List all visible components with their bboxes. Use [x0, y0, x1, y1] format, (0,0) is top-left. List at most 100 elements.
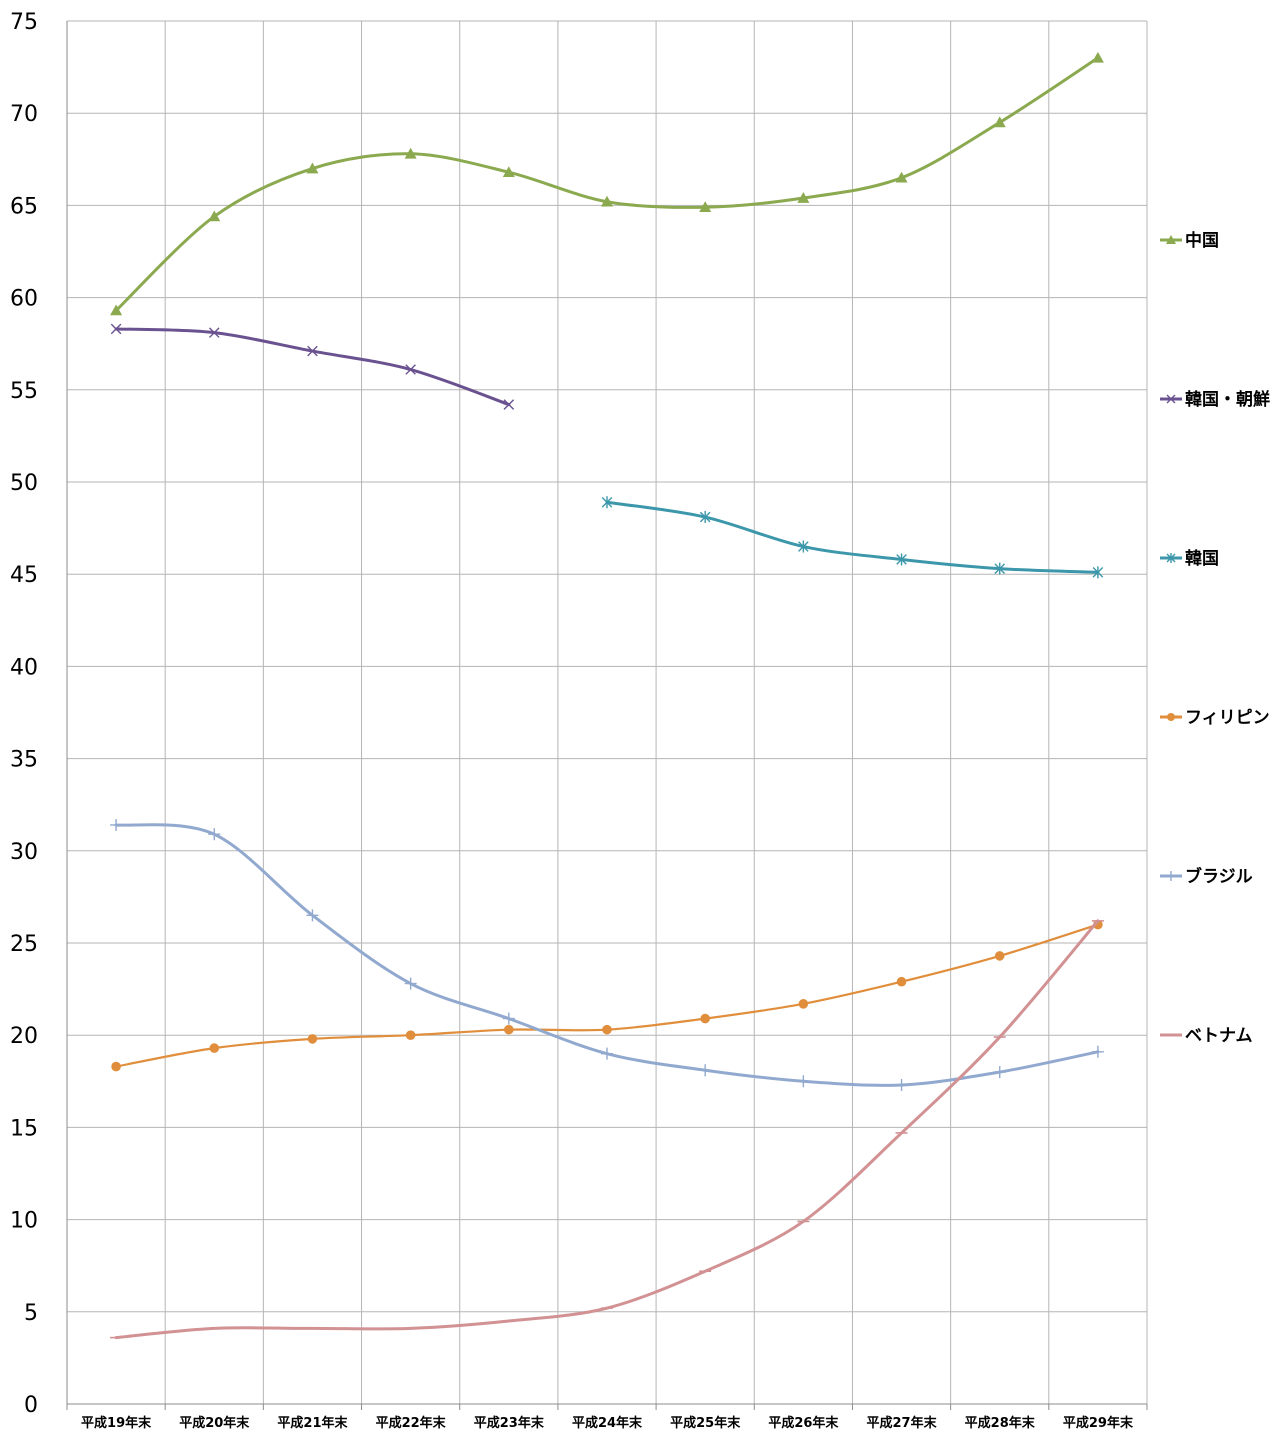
data-point [699, 201, 712, 213]
data-point [306, 162, 319, 174]
series-0 [110, 51, 1104, 316]
x-tick-label: 平成29年末 [1063, 1415, 1134, 1431]
y-tick-label: 75 [10, 10, 38, 35]
data-point [895, 1078, 908, 1091]
legend-item-4: ブラジル [1160, 866, 1253, 887]
data-point [503, 399, 515, 410]
legend-swatch-marker [1166, 871, 1176, 881]
series-line [114, 823, 1100, 1087]
y-tick-label: 0 [24, 1393, 38, 1418]
legend-swatch-marker [1167, 713, 1175, 721]
data-point [110, 818, 123, 831]
legend-item-1: 韓国・朝鮮 [1160, 389, 1270, 410]
y-tick-label: 10 [10, 1209, 38, 1234]
series-line [114, 923, 1100, 1068]
data-point [1091, 1045, 1104, 1058]
x-tick-label: 平成21年末 [277, 1415, 348, 1431]
legend-swatch-marker [1166, 394, 1176, 404]
data-point [307, 1034, 318, 1044]
y-tick-label: 25 [10, 932, 38, 957]
x-tick-label: 平成19年末 [81, 1415, 152, 1431]
data-point [798, 540, 809, 553]
x-tick-label: 平成23年末 [474, 1415, 545, 1431]
data-point [797, 1075, 810, 1088]
series-4 [110, 818, 1104, 1091]
legend-label: ベトナム [1185, 1026, 1253, 1046]
legend-label: 韓国・朝鮮 [1185, 389, 1270, 410]
y-tick-label: 50 [10, 471, 38, 496]
x-tick-label: 平成22年末 [376, 1415, 447, 1431]
series-2 [601, 496, 1104, 579]
data-point [209, 1043, 220, 1053]
data-point [602, 1024, 612, 1035]
y-tick-label: 15 [10, 1116, 38, 1141]
y-tick-label: 45 [10, 563, 38, 588]
y-axis-tick-labels: 0 5 10 15 20 25 30 35 40 45 50 55 60 65 70 75 [10, 10, 38, 1418]
y-tick-label: 65 [10, 194, 38, 219]
y-tick-label: 40 [10, 655, 38, 680]
data-point [111, 1061, 121, 1072]
data-point [895, 171, 908, 183]
y-tick-label: 70 [10, 102, 38, 127]
data-point [601, 195, 613, 207]
legend-label: 中国 [1185, 230, 1219, 251]
data-point [896, 976, 907, 987]
legend-swatch-marker [1166, 553, 1176, 563]
y-tick-label: 55 [10, 379, 38, 404]
legend-swatch-marker [1166, 235, 1176, 244]
series-line [114, 919, 1100, 1340]
series-5 [110, 919, 1104, 1340]
series-line [605, 500, 1100, 574]
y-tick-label: 60 [10, 287, 38, 312]
data-point [404, 977, 417, 990]
y-tick-label: 30 [10, 840, 38, 865]
data-point [306, 909, 319, 922]
data-point [110, 323, 122, 335]
series-3 [111, 919, 1103, 1072]
legend-label: 韓国 [1185, 548, 1219, 569]
data-point [405, 364, 416, 375]
x-axis-tick-labels: 平成19年末 平成20年末 平成21年末 平成22年末 平成23年末 平成24年末 平成25… [81, 1415, 1134, 1431]
data-point [208, 210, 221, 222]
data-point [404, 147, 417, 159]
data-point [993, 116, 1006, 128]
data-point [1092, 566, 1104, 579]
data-point [405, 1030, 416, 1040]
data-point [700, 1013, 710, 1024]
data-point [797, 192, 810, 203]
series-line [114, 56, 1100, 313]
data-point [502, 1012, 515, 1025]
y-tick-label: 35 [10, 748, 38, 773]
data-point [1091, 51, 1104, 63]
data-point [994, 951, 1005, 961]
data-point [994, 562, 1006, 575]
gridlines [66, 20, 1148, 1410]
series-line [114, 327, 511, 407]
series-1 [110, 323, 515, 410]
series-lines [110, 51, 1104, 1340]
data-point [699, 511, 711, 524]
x-tick-label: 平成26年末 [768, 1415, 839, 1431]
data-point [208, 327, 220, 338]
data-point [601, 1047, 613, 1060]
data-point [504, 1024, 514, 1035]
data-point [896, 553, 907, 566]
x-tick-label: 平成24年末 [572, 1415, 643, 1431]
data-point [208, 828, 221, 841]
legend-label: ブラジル [1185, 866, 1253, 887]
data-point [993, 1066, 1006, 1079]
x-tick-label: 平成25年末 [670, 1415, 741, 1431]
data-point [601, 496, 613, 509]
data-point [502, 166, 515, 178]
y-tick-label: 5 [24, 1301, 38, 1326]
y-tick-label: 20 [10, 1024, 38, 1049]
data-point [699, 1064, 712, 1077]
data-point [798, 999, 809, 1009]
legend-item-3: フィリピン [1160, 708, 1270, 728]
legend-item-2: 韓国 [1160, 548, 1219, 569]
legend-item-0: 中国 [1160, 230, 1219, 251]
legend-label: フィリピン [1185, 708, 1270, 728]
x-tick-label: 平成28年末 [965, 1415, 1036, 1431]
